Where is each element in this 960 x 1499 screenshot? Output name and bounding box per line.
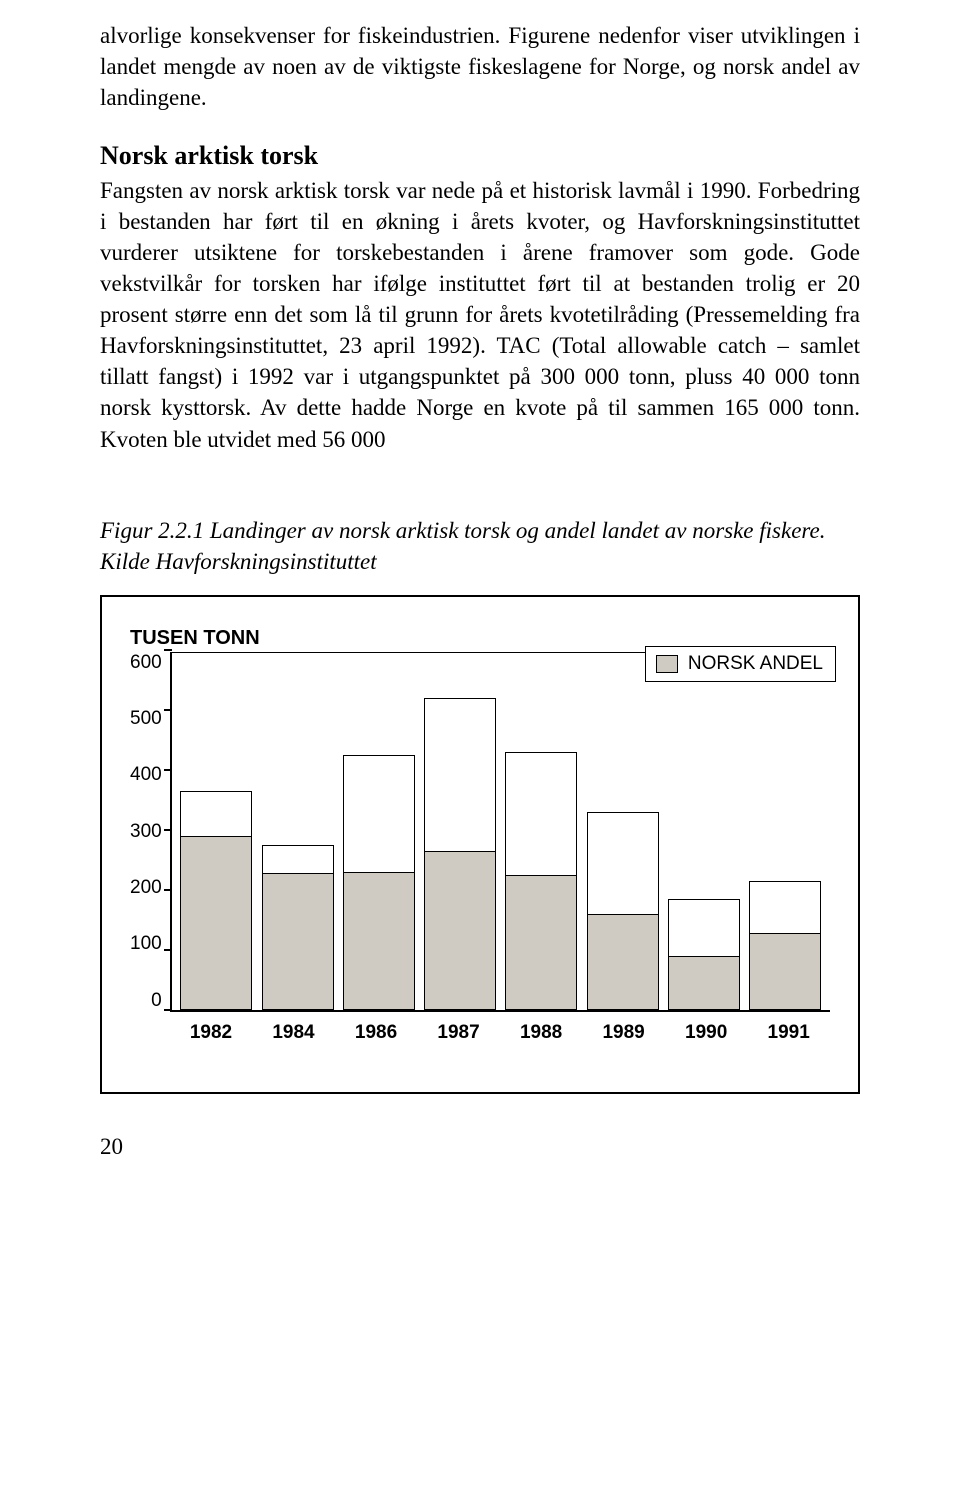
x-tick-label: 1982	[175, 1022, 247, 1044]
bar-group	[668, 652, 740, 1010]
y-tick	[164, 889, 172, 891]
section-heading: Norsk arktisk torsk	[100, 141, 860, 171]
bar-segment-rest	[262, 845, 334, 873]
section-body: Fangsten av norsk arktisk torsk var nede…	[100, 175, 860, 454]
y-tick-label: 400	[130, 764, 162, 786]
chart-plot: NORSK ANDEL	[170, 652, 830, 1012]
bar-segment-norsk	[262, 873, 334, 1010]
y-tick	[164, 949, 172, 951]
plot-wrap: NORSK ANDEL 1982 1984 1986 1987 1988 1989 1990…	[170, 652, 830, 1072]
bar-segment-rest	[668, 899, 740, 956]
x-tick-label: 1989	[588, 1022, 660, 1044]
x-axis: 1982 1984 1986 1987 1988 1989 1990 1991	[170, 1012, 830, 1044]
bar-segment-rest	[343, 755, 415, 872]
figure-caption: Figur 2.2.1 Landinger av norsk arktisk t…	[100, 515, 860, 577]
chart-frame: TUSEN TONN 6005004003002001000 NORSK AND…	[100, 595, 860, 1094]
bar-group	[262, 652, 334, 1010]
bar-segment-rest	[424, 698, 496, 851]
bar-segment-norsk	[343, 872, 415, 1010]
bar-group	[424, 652, 496, 1010]
x-tick-label: 1986	[340, 1022, 412, 1044]
bar-group	[749, 652, 821, 1010]
y-tick-label: 200	[130, 877, 162, 899]
y-tick	[164, 709, 172, 711]
y-tick-label: 600	[130, 652, 162, 674]
bar-segment-rest	[505, 752, 577, 875]
intro-paragraph: alvorlige konsekvenser for fiskeindustri…	[100, 20, 860, 113]
y-tick-label: 300	[130, 821, 162, 843]
legend-swatch	[656, 655, 678, 673]
y-tick-label: 100	[130, 933, 162, 955]
x-tick-label: 1990	[670, 1022, 742, 1044]
y-tick-label: 500	[130, 708, 162, 730]
chart-legend: NORSK ANDEL	[645, 646, 836, 682]
bar-group	[587, 652, 659, 1010]
page-number: 20	[100, 1134, 860, 1160]
bar-segment-rest	[749, 881, 821, 933]
x-tick-label: 1984	[258, 1022, 330, 1044]
bar-segment-rest	[180, 791, 252, 836]
bar-group	[505, 652, 577, 1010]
y-tick	[164, 1009, 172, 1011]
y-axis: 600 500 400 300 200 100 0	[130, 652, 170, 1012]
y-tick	[164, 649, 172, 651]
y-tick-label: 0	[151, 990, 162, 1012]
chart-area: 600 500 400 300 200 100 0 NORSK ANDEL 1982 1984…	[130, 652, 830, 1072]
x-tick-label: 1991	[753, 1022, 825, 1044]
bar-group	[180, 652, 252, 1010]
bar-segment-norsk	[424, 851, 496, 1010]
legend-label: NORSK ANDEL	[688, 653, 823, 675]
bar-segment-rest	[587, 812, 659, 914]
bar-segment-norsk	[749, 933, 821, 1010]
y-tick	[164, 769, 172, 771]
y-tick	[164, 829, 172, 831]
bar-segment-norsk	[587, 914, 659, 1010]
bar-segment-norsk	[505, 875, 577, 1010]
x-tick-label: 1987	[423, 1022, 495, 1044]
bar-segment-norsk	[180, 836, 252, 1010]
bar-group	[343, 652, 415, 1010]
bar-segment-norsk	[668, 956, 740, 1010]
x-tick-label: 1988	[505, 1022, 577, 1044]
